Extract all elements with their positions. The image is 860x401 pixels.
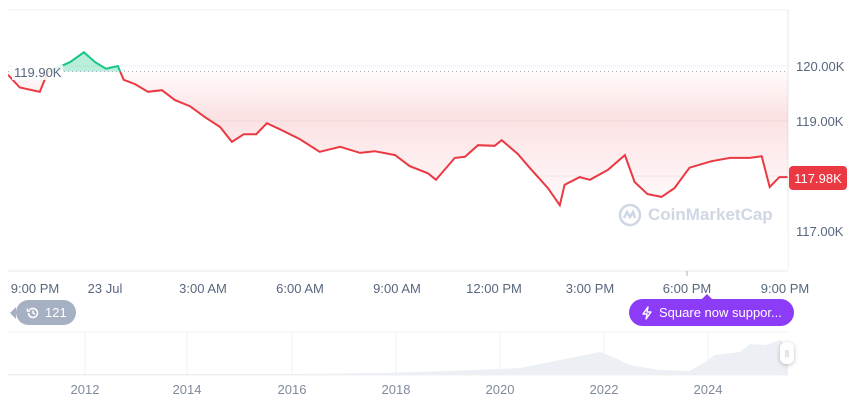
lightning-icon [642, 305, 652, 320]
watermark: CoinMarketCap [618, 203, 773, 227]
x-tick: 12:00 PM [466, 281, 522, 296]
x-tick: 6:00 PM [662, 281, 712, 296]
history-icon [26, 307, 39, 318]
watermark-text: CoinMarketCap [648, 205, 773, 224]
x-tick: 9:00 PM [10, 281, 60, 296]
year-tick: 2016 [277, 382, 307, 397]
x-tick: 3:00 PM [565, 281, 615, 296]
year-tick: 2020 [485, 382, 515, 397]
year-tick: 2022 [589, 382, 619, 397]
year-tick: 2024 [693, 382, 723, 397]
y-tick: 117.00K [796, 224, 844, 239]
history-button[interactable]: 121 [10, 300, 76, 325]
x-tick: 9:00 AM [373, 281, 421, 296]
y-tick: 120.00K [796, 59, 845, 74]
news-text: Square now suppor... [659, 305, 782, 320]
coinmarketcap-logo-icon [618, 203, 642, 227]
history-count: 121 [45, 305, 67, 320]
x-tick: 3:00 AM [179, 281, 227, 296]
x-tick: 23 Jul [87, 281, 123, 296]
area-mask [8, 71, 788, 270]
year-tick: 2012 [70, 382, 100, 397]
news-badge[interactable]: Square now suppor... [629, 294, 794, 326]
x-tick: 6:00 AM [276, 281, 324, 296]
baseline-label: 119.90K [12, 65, 64, 80]
navigator-handle[interactable]: || [780, 342, 794, 364]
year-tick: 2014 [172, 382, 202, 397]
navigator-area [8, 340, 788, 375]
y-tick: 119.00K [796, 114, 844, 129]
x-tick: 9:00 PM [760, 281, 810, 296]
price-line-down [8, 71, 788, 208]
year-tick: 2018 [381, 382, 411, 397]
current-price-tag: 117.98K [789, 166, 847, 190]
